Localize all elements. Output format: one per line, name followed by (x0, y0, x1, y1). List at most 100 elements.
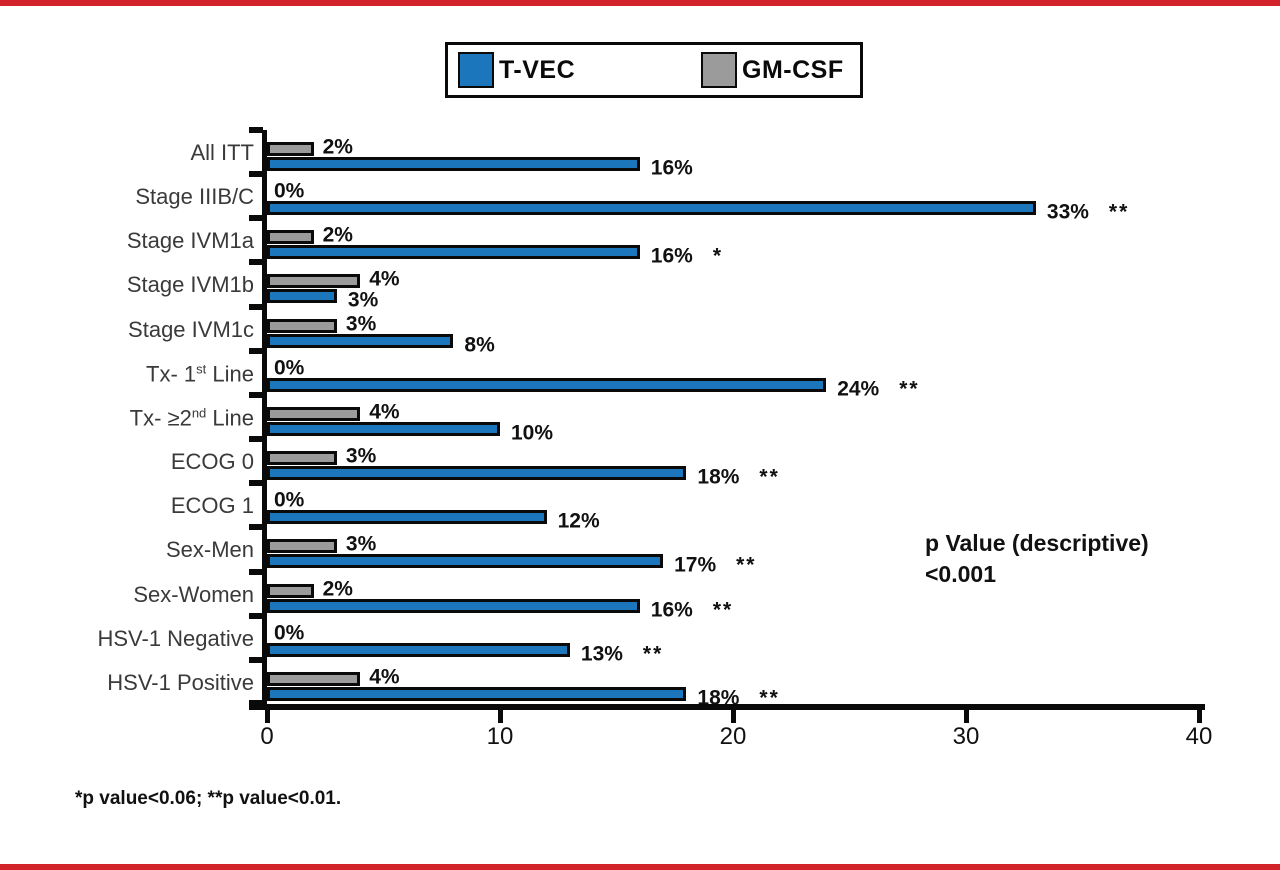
x-axis-tick (497, 710, 503, 723)
tvec-value-label: 16% * (650, 244, 724, 268)
gmcsf-bar (267, 230, 314, 245)
tvec-value-label: 18% ** (697, 686, 780, 710)
gmcsf-value-label: 4% (369, 267, 400, 291)
y-axis-tick (249, 524, 263, 531)
legend-label-tvec: T-VEC (499, 55, 576, 84)
y-axis-tick (249, 699, 263, 706)
y-axis-tick (249, 656, 263, 663)
category-label: Stage IVM1a (126, 228, 254, 254)
x-axis-line (249, 704, 1205, 710)
significance-marker: ** (899, 377, 920, 401)
gmcsf-value-label: 0% (274, 621, 305, 645)
tvec-bar (267, 201, 1036, 216)
significance-marker: ** (759, 465, 780, 489)
tvec-bar (267, 333, 454, 348)
category-label-superscript: nd (191, 405, 207, 421)
gmcsf-bar (267, 318, 337, 333)
tvec-bar (267, 245, 640, 260)
category-label: All ITT (190, 140, 254, 165)
tvec-bar (267, 157, 640, 171)
significance-marker: ** (712, 598, 734, 621)
y-axis-tick (249, 480, 263, 487)
category-label-superscript: st (196, 361, 207, 377)
p-value-annotation-line2: <0.001 (925, 561, 996, 587)
y-axis-tick (249, 127, 263, 133)
gmcsf-value-label: 4% (369, 400, 400, 424)
legend-item-tvec: T-VEC (458, 45, 575, 95)
category-label: ECOG 1 (170, 493, 254, 519)
bottom-red-band (0, 864, 1280, 870)
x-tick-label: 0 (260, 723, 274, 750)
gmcsf-bar (267, 274, 361, 289)
y-axis-tick (249, 347, 263, 354)
tvec-value-label: 12% (557, 509, 600, 533)
gmcsf-bar (267, 671, 361, 686)
gmcsf-value-label: 0% (274, 488, 305, 512)
significance-marker: ** (642, 642, 664, 666)
tvec-bar (267, 466, 687, 481)
tvec-bar (267, 421, 500, 436)
tvec-bar (267, 642, 570, 657)
gmcsf-bar (267, 539, 337, 554)
gmcsf-value-label: 2% (322, 223, 353, 247)
p-value-annotation: p Value (descriptive) <0.001 (925, 528, 1149, 590)
tvec-bar (267, 598, 640, 613)
category-label: Tx- 1st Line (146, 361, 254, 387)
tvec-bar (267, 289, 337, 304)
tvec-value-label: 10% (511, 421, 554, 445)
tvec-value-label: 33% ** (1046, 200, 1130, 224)
tvec-value-label: 24% ** (837, 377, 920, 401)
x-axis-tick (1196, 710, 1202, 723)
gmcsf-value-label: 0% (274, 179, 305, 203)
tvec-color-swatch (458, 52, 494, 88)
x-tick-label: 30 (952, 723, 980, 750)
tvec-value-label: 3% (347, 288, 379, 312)
tvec-value-label: 8% (464, 333, 495, 357)
y-axis-tick (249, 171, 263, 178)
significance-marker: ** (1108, 200, 1130, 224)
x-axis-tick (730, 710, 736, 723)
y-axis-tick (249, 259, 263, 266)
gmcsf-value-label: 3% (345, 532, 377, 556)
y-axis-tick (249, 303, 263, 310)
gmcsf-value-label: 0% (274, 356, 305, 380)
legend-label-gmcsf: GM-CSF (742, 55, 844, 84)
y-axis-tick (249, 436, 263, 443)
gmcsf-bar (267, 406, 361, 421)
category-label: Stage IVM1c (128, 316, 254, 342)
top-red-band (0, 0, 1280, 6)
significance-footnote: *p value<0.06; **p value<0.01. (75, 788, 342, 809)
tvec-bar (267, 510, 547, 525)
gmcsf-value-label: 3% (345, 312, 377, 336)
gmcsf-value-label: 4% (369, 665, 400, 689)
category-label: HSV-1 Positive (107, 669, 254, 695)
tvec-bar (267, 554, 664, 569)
tvec-value-label: 17% ** (674, 553, 757, 577)
category-label: Sex-Men (165, 537, 254, 563)
gmcsf-bar (267, 142, 314, 156)
x-axis-tick (264, 710, 270, 723)
category-label: Stage IVM1b (126, 272, 254, 298)
p-value-annotation-line1: p Value (descriptive) (925, 530, 1149, 556)
y-axis-line (262, 130, 267, 710)
y-axis-tick (249, 215, 263, 222)
gmcsf-value-label: 2% (322, 135, 353, 159)
y-axis-tick (249, 391, 263, 398)
tvec-value-label: 13% ** (580, 642, 664, 666)
category-label: Stage IIIB/C (135, 184, 254, 210)
significance-marker: ** (736, 553, 757, 577)
significance-marker: ** (759, 686, 780, 710)
chart-legend: T-VEC GM-CSF (445, 42, 863, 98)
gmcsf-bar (267, 451, 337, 466)
gmcsf-value-label: 3% (345, 444, 377, 468)
tvec-value-label: 16% (650, 156, 693, 180)
category-label: HSV-1 Negative (97, 625, 254, 651)
gmcsf-value-label: 2% (322, 577, 353, 600)
tvec-bar (267, 377, 827, 392)
category-label: Tx- ≥2nd Line (129, 405, 254, 431)
significance-marker: * (712, 244, 724, 268)
y-axis-tick (249, 568, 263, 575)
tvec-value-label: 16% ** (650, 598, 734, 621)
tvec-value-label: 18% ** (697, 465, 780, 489)
